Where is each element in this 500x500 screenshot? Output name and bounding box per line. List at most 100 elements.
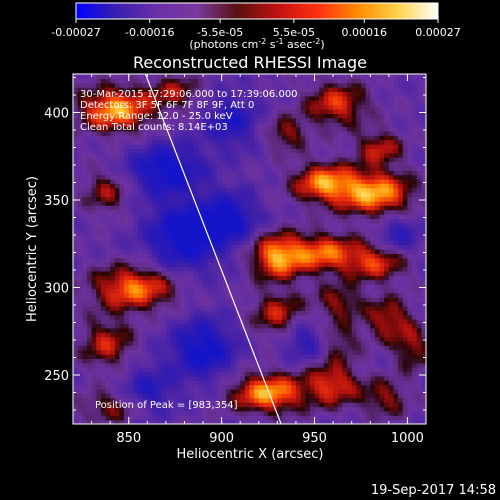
heatmap-cell (300, 371, 306, 377)
heatmap-cell (221, 205, 227, 211)
heatmap-cell (179, 200, 186, 206)
heatmap-cell (249, 253, 255, 259)
heatmap-cell (244, 380, 251, 386)
heatmap-cell (124, 340, 130, 346)
heatmap-cell (156, 275, 162, 281)
heatmap-cell (342, 249, 348, 254)
heatmap-cell (240, 113, 246, 119)
heatmap-cell (147, 375, 153, 381)
heatmap-cell (305, 266, 311, 272)
heatmap-cell (73, 196, 79, 202)
heatmap-cell (82, 319, 88, 324)
heatmap-cell (91, 371, 97, 377)
heatmap-cell (110, 209, 116, 215)
heatmap-cell (203, 249, 209, 254)
heatmap-cell (212, 218, 218, 224)
heatmap-cell (351, 235, 357, 241)
heatmap-cell (328, 393, 334, 399)
heatmap-cell (110, 257, 116, 263)
heatmap-cell (207, 275, 213, 281)
heatmap-cell (351, 196, 357, 202)
heatmap-cell (314, 87, 320, 93)
heatmap-cell (96, 170, 102, 176)
heatmap-cell (360, 397, 367, 403)
heatmap-cell (128, 235, 134, 241)
heatmap-cell (258, 327, 265, 333)
heatmap-cell (203, 389, 209, 394)
heatmap-cell (309, 262, 316, 268)
heatmap-cell (138, 240, 144, 246)
heatmap-cell (305, 362, 311, 368)
heatmap-cell (198, 406, 204, 412)
heatmap-cell (263, 109, 269, 114)
heatmap-cell (295, 314, 302, 320)
heatmap-cell (235, 336, 241, 342)
heatmap-cell (333, 152, 339, 158)
heatmap-cell (193, 74, 200, 79)
heatmap-cell (91, 415, 97, 421)
heatmap-cell (333, 340, 339, 346)
heatmap-cell (86, 91, 93, 97)
heatmap-cell (360, 415, 367, 421)
heatmap-cell (282, 95, 288, 101)
heatmap-cell (82, 332, 88, 338)
heatmap-cell (268, 205, 274, 211)
heatmap-cell (212, 222, 218, 228)
heatmap-cell (82, 161, 88, 167)
heatmap-cell (147, 113, 153, 119)
heatmap-cell (216, 196, 223, 202)
heatmap-cell (268, 301, 274, 307)
heatmap-cell (147, 336, 153, 342)
heatmap-cell (268, 266, 274, 272)
heatmap-cell (216, 244, 223, 250)
heatmap-cell (138, 100, 144, 106)
heatmap-cell (207, 288, 213, 294)
heatmap-cell (347, 139, 353, 145)
heatmap-cell (133, 380, 139, 386)
heatmap-cell (151, 288, 158, 294)
heatmap-cell (240, 327, 246, 333)
heatmap-cell (221, 240, 227, 246)
heatmap-cell (82, 419, 88, 424)
heatmap-cell (170, 117, 176, 123)
heatmap-cell (249, 397, 255, 403)
heatmap-cell (82, 117, 88, 123)
heatmap-cell (221, 91, 227, 97)
heatmap-cell (165, 179, 172, 184)
heatmap-cell (240, 235, 246, 241)
heatmap-cell (360, 354, 367, 359)
heatmap-cell (82, 187, 88, 193)
heatmap-cell (319, 397, 325, 403)
heatmap-cell (184, 130, 190, 136)
heatmap-cell (119, 354, 125, 359)
heatmap-cell (337, 183, 343, 189)
heatmap-cell (86, 354, 93, 359)
heatmap-cell (342, 380, 348, 386)
heatmap-cell (295, 187, 302, 193)
heatmap-cell (323, 336, 330, 342)
heatmap-cell (184, 397, 190, 403)
heatmap-cell (175, 288, 181, 294)
heatmap-cell (319, 161, 325, 167)
heatmap-cell (124, 179, 130, 184)
heatmap-cell (226, 314, 232, 320)
heatmap-cell (291, 144, 297, 149)
heatmap-cell (170, 301, 176, 307)
heatmap-cell (207, 183, 213, 189)
heatmap-cell (240, 292, 246, 298)
heatmap-cell (207, 244, 213, 250)
heatmap-cell (244, 314, 251, 320)
heatmap-cell (277, 362, 283, 368)
heatmap-cell (189, 157, 195, 163)
heatmap-cell (282, 200, 288, 206)
heatmap-cell (193, 170, 200, 176)
heatmap-cell (91, 410, 97, 416)
heatmap-cell (133, 87, 139, 93)
heatmap-cell (124, 249, 130, 254)
heatmap-cell (244, 209, 251, 215)
heatmap-cell (244, 200, 251, 206)
heatmap-cell (100, 410, 107, 416)
heatmap-cell (142, 161, 148, 167)
heatmap-cell (138, 174, 144, 180)
heatmap-cell (277, 170, 283, 176)
